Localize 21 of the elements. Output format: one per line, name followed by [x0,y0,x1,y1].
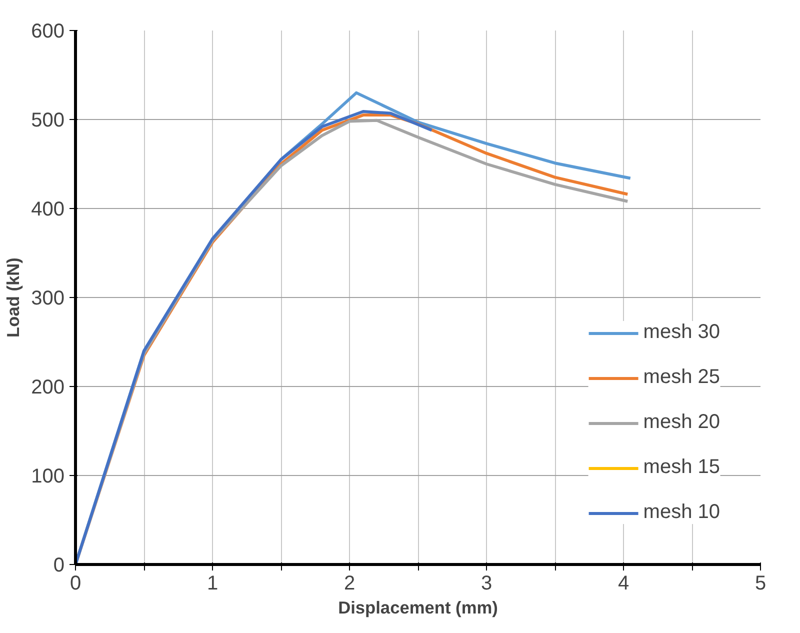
y-tick-label: 0 [53,554,64,576]
x-tick-label: 4 [618,572,630,594]
legend-label: mesh 15 [643,456,720,479]
x-tick-label: 5 [754,572,766,594]
x-tick-label: 3 [480,572,492,594]
y-tick-label: 200 [31,376,65,398]
legend-label: mesh 25 [643,366,720,389]
legend-label: mesh 30 [643,321,720,344]
y-tick-label: 500 [31,110,65,132]
x-tick-label: 0 [70,572,82,594]
x-tick-label: 1 [206,572,218,594]
line-series [76,110,434,564]
y-tick-label: 100 [31,466,65,488]
y-tick-label: 400 [31,198,65,220]
x-tick-label: 2 [344,572,356,594]
legend-label: mesh 20 [643,411,720,434]
y-axis-title: Load (kN) [3,258,24,338]
legend-label: mesh 10 [643,501,720,524]
y-tick-label: 300 [31,288,65,310]
x-axis-title: Displacement (mm) [338,598,498,618]
y-tick-label: 600 [31,20,65,42]
